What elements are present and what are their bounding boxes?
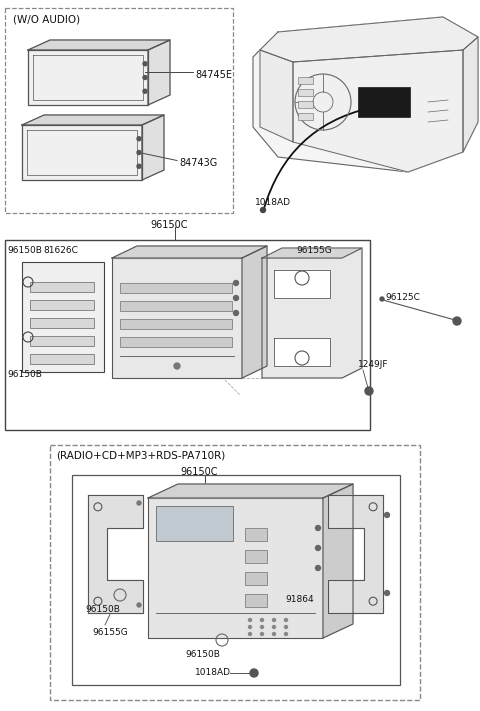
Text: 84745E: 84745E <box>195 70 232 80</box>
Polygon shape <box>22 115 164 125</box>
Bar <box>112 258 242 378</box>
Polygon shape <box>293 50 463 172</box>
Bar <box>245 572 267 585</box>
Circle shape <box>273 619 276 621</box>
Bar <box>22 262 104 372</box>
Circle shape <box>249 626 252 629</box>
Text: 1018AD: 1018AD <box>255 198 291 207</box>
Bar <box>120 337 232 347</box>
Bar <box>30 336 94 346</box>
Circle shape <box>261 619 264 621</box>
Circle shape <box>249 633 252 636</box>
Polygon shape <box>88 495 143 613</box>
Polygon shape <box>148 40 170 105</box>
Polygon shape <box>262 248 362 378</box>
Polygon shape <box>142 115 164 180</box>
Bar <box>30 318 94 328</box>
Text: 96150B: 96150B <box>85 605 120 614</box>
Polygon shape <box>274 338 330 366</box>
Circle shape <box>285 626 288 629</box>
Polygon shape <box>242 246 267 378</box>
Bar <box>30 300 94 310</box>
Circle shape <box>285 633 288 636</box>
Polygon shape <box>260 17 478 62</box>
Text: 96155G: 96155G <box>296 246 332 255</box>
Circle shape <box>380 297 384 301</box>
Circle shape <box>233 281 239 286</box>
Circle shape <box>250 669 258 677</box>
Circle shape <box>384 513 389 518</box>
Text: 96125C: 96125C <box>385 293 420 302</box>
Circle shape <box>261 633 264 636</box>
Circle shape <box>249 619 252 621</box>
Bar <box>245 550 267 563</box>
Bar <box>120 319 232 329</box>
Text: 1018AD: 1018AD <box>195 668 231 677</box>
Text: 96150B: 96150B <box>7 246 42 255</box>
Circle shape <box>137 164 141 169</box>
Circle shape <box>273 626 276 629</box>
Text: 96150B: 96150B <box>7 370 42 379</box>
Bar <box>298 77 313 84</box>
Text: 1249JF: 1249JF <box>358 360 388 369</box>
Bar <box>358 87 410 117</box>
Circle shape <box>137 151 141 154</box>
Polygon shape <box>328 495 383 613</box>
Bar <box>50 445 420 700</box>
Circle shape <box>384 591 389 596</box>
Bar <box>298 113 313 120</box>
Circle shape <box>233 296 239 301</box>
Bar <box>156 506 233 541</box>
Text: 96150C: 96150C <box>180 467 217 477</box>
Circle shape <box>174 363 180 369</box>
Polygon shape <box>148 484 353 498</box>
Polygon shape <box>262 248 362 258</box>
Bar <box>5 240 370 430</box>
Text: 84743G: 84743G <box>179 159 217 169</box>
Bar <box>5 8 233 213</box>
Circle shape <box>261 626 264 629</box>
Circle shape <box>315 525 321 530</box>
Circle shape <box>315 565 321 570</box>
Circle shape <box>143 62 147 65</box>
Polygon shape <box>463 37 478 152</box>
Polygon shape <box>28 50 148 105</box>
Bar <box>298 89 313 96</box>
Text: 81626C: 81626C <box>43 246 78 255</box>
Circle shape <box>137 501 141 505</box>
Polygon shape <box>260 50 293 142</box>
Bar <box>298 101 313 108</box>
Polygon shape <box>28 40 170 50</box>
Bar <box>245 594 267 607</box>
Text: (RADIO+CD+MP3+RDS-PA710R): (RADIO+CD+MP3+RDS-PA710R) <box>56 451 225 461</box>
Circle shape <box>261 208 265 213</box>
Text: 96150C: 96150C <box>150 220 188 230</box>
Bar <box>148 498 323 638</box>
Circle shape <box>365 387 373 395</box>
Circle shape <box>315 545 321 550</box>
Bar <box>72 475 400 685</box>
Circle shape <box>453 317 461 325</box>
Bar <box>120 283 232 293</box>
Bar <box>30 282 94 292</box>
Polygon shape <box>112 246 267 258</box>
Polygon shape <box>22 125 142 180</box>
Bar <box>245 528 267 541</box>
Circle shape <box>137 137 141 141</box>
Text: (W/O AUDIO): (W/O AUDIO) <box>13 14 80 24</box>
Polygon shape <box>323 484 353 638</box>
Circle shape <box>273 633 276 636</box>
Bar <box>120 301 232 311</box>
Circle shape <box>143 75 147 80</box>
Text: 96155G: 96155G <box>92 628 128 637</box>
Circle shape <box>137 603 141 607</box>
Text: 91864: 91864 <box>285 595 313 604</box>
Polygon shape <box>274 270 330 298</box>
Circle shape <box>285 619 288 621</box>
Text: 96150B: 96150B <box>185 650 220 659</box>
Circle shape <box>143 90 147 93</box>
Polygon shape <box>253 17 478 172</box>
Circle shape <box>233 311 239 316</box>
Bar <box>30 354 94 364</box>
